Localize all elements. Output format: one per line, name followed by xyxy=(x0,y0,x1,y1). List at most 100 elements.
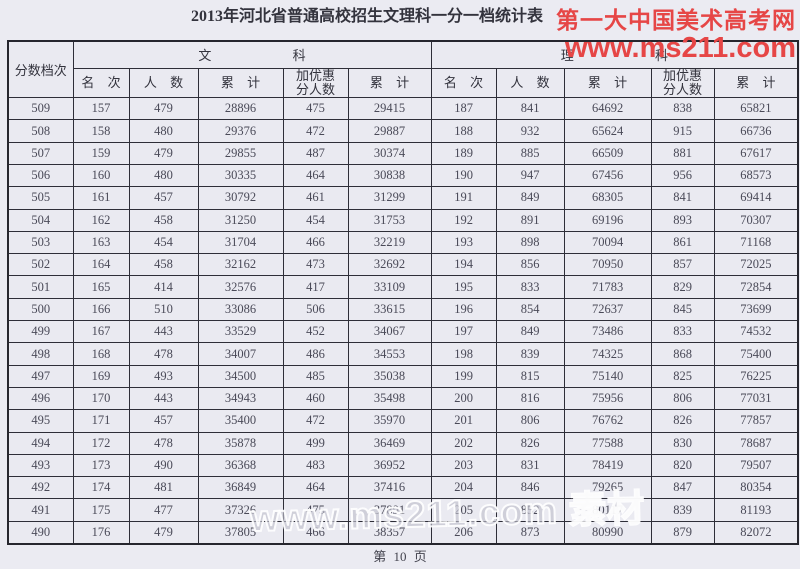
value-cell: 831 xyxy=(495,453,565,478)
value-cell: 72854 xyxy=(713,275,799,299)
value-cell: 82072 xyxy=(713,520,799,545)
value-cell: 80354 xyxy=(713,476,799,500)
value-cell: 75956 xyxy=(563,386,652,411)
value-cell: 197 xyxy=(430,320,497,344)
value-cell: 164 xyxy=(72,253,130,277)
score-cell: 496 xyxy=(7,386,74,411)
value-cell: 893 xyxy=(650,208,715,232)
value-cell: 73699 xyxy=(713,297,799,322)
value-cell: 856 xyxy=(495,253,565,277)
value-cell: 487 xyxy=(282,141,349,165)
value-cell: 37805 xyxy=(197,520,284,545)
value-cell: 479 xyxy=(128,141,199,165)
site-watermark-name: 第一大中国美术高考网 xyxy=(556,8,796,33)
value-cell: 64692 xyxy=(563,97,652,121)
score-cell: 501 xyxy=(7,275,74,299)
score-cell: 509 xyxy=(7,97,74,121)
value-cell: 838 xyxy=(650,97,715,121)
value-cell: 30374 xyxy=(347,141,432,165)
value-cell: 75400 xyxy=(713,342,799,366)
liberal-rank-header: 名 次 xyxy=(72,67,130,99)
value-cell: 79265 xyxy=(563,476,652,500)
value-cell: 71168 xyxy=(713,230,799,255)
table-row: 491 175 477 37326 475 37891 205 852 80117 839 8119… xyxy=(7,498,799,522)
table-row: 492 174 481 36849 464 37416 204 846 79265 847 8035… xyxy=(7,476,799,500)
value-cell: 169 xyxy=(72,364,130,388)
value-cell: 839 xyxy=(495,342,565,366)
score-cell: 495 xyxy=(7,409,74,433)
value-cell: 165 xyxy=(72,275,130,299)
value-cell: 195 xyxy=(430,275,497,299)
table-row: 502 164 458 32162 473 32692 194 856 70950 857 7202… xyxy=(7,253,799,277)
value-cell: 36469 xyxy=(347,431,432,455)
science-rank-header: 名 次 xyxy=(430,67,497,99)
value-cell: 72637 xyxy=(563,297,652,322)
value-cell: 33109 xyxy=(347,275,432,299)
value-cell: 167 xyxy=(72,320,130,344)
score-cell: 505 xyxy=(7,186,74,210)
value-cell: 461 xyxy=(282,186,349,210)
value-cell: 852 xyxy=(495,498,565,522)
value-cell: 825 xyxy=(650,364,715,388)
value-cell: 76225 xyxy=(713,364,799,388)
value-cell: 80117 xyxy=(563,498,652,522)
value-cell: 65624 xyxy=(563,119,652,143)
table-row: 493 173 490 36368 483 36952 203 831 78419 820 7950… xyxy=(7,453,799,478)
value-cell: 72025 xyxy=(713,253,799,277)
value-cell: 947 xyxy=(495,163,565,188)
value-cell: 815 xyxy=(495,364,565,388)
value-cell: 37416 xyxy=(347,476,432,500)
value-cell: 157 xyxy=(72,97,130,121)
value-cell: 71783 xyxy=(563,275,652,299)
value-cell: 191 xyxy=(430,186,497,210)
value-cell: 833 xyxy=(650,320,715,344)
value-cell: 170 xyxy=(72,386,130,411)
value-cell: 74532 xyxy=(713,320,799,344)
table-row: 497 169 493 34500 485 35038 199 815 75140 825 7622… xyxy=(7,364,799,388)
value-cell: 193 xyxy=(430,230,497,255)
value-cell: 493 xyxy=(128,364,199,388)
value-cell: 70950 xyxy=(563,253,652,277)
value-cell: 486 xyxy=(282,342,349,366)
table-row: 509 157 479 28896 475 29415 187 841 64692 838 6582… xyxy=(7,97,799,121)
score-cell: 506 xyxy=(7,163,74,188)
value-cell: 885 xyxy=(495,141,565,165)
value-cell: 816 xyxy=(495,386,565,411)
value-cell: 160 xyxy=(72,163,130,188)
value-cell: 861 xyxy=(650,230,715,255)
value-cell: 457 xyxy=(128,409,199,433)
value-cell: 417 xyxy=(282,275,349,299)
value-cell: 34553 xyxy=(347,342,432,366)
value-cell: 479 xyxy=(128,97,199,121)
table-row: 500 166 510 33086 506 33615 196 854 72637 845 7369… xyxy=(7,297,799,322)
score-distribution-table: 分数档次 文 科 理 科 名 次 人 数 累 计 加优惠 分人数 累 计 名 次… xyxy=(7,40,800,545)
value-cell: 466 xyxy=(282,520,349,545)
value-cell: 454 xyxy=(282,208,349,232)
value-cell: 443 xyxy=(128,320,199,344)
value-cell: 458 xyxy=(128,208,199,232)
value-cell: 30335 xyxy=(197,163,284,188)
value-cell: 32162 xyxy=(197,253,284,277)
table-row: 501 165 414 32576 417 33109 195 833 71783 829 7285… xyxy=(7,275,799,299)
liberal-bonus-cumulative-header: 累 计 xyxy=(347,67,432,99)
table-row: 508 158 480 29376 472 29887 188 932 65624 915 6673… xyxy=(7,119,799,143)
value-cell: 65821 xyxy=(713,97,799,121)
table-row: 506 160 480 30335 464 30838 190 947 67456 956 6857… xyxy=(7,163,799,188)
value-cell: 506 xyxy=(282,297,349,322)
value-cell: 473 xyxy=(282,253,349,277)
value-cell: 820 xyxy=(650,453,715,478)
value-cell: 881 xyxy=(650,141,715,165)
value-cell: 35038 xyxy=(347,364,432,388)
value-cell: 826 xyxy=(495,431,565,455)
table-row: 504 162 458 31250 454 31753 192 891 69196 893 7030… xyxy=(7,208,799,232)
value-cell: 479 xyxy=(128,520,199,545)
value-cell: 472 xyxy=(282,409,349,433)
value-cell: 77031 xyxy=(713,386,799,411)
value-cell: 202 xyxy=(430,431,497,455)
value-cell: 204 xyxy=(430,476,497,500)
score-cell: 503 xyxy=(7,230,74,255)
value-cell: 174 xyxy=(72,476,130,500)
value-cell: 30792 xyxy=(197,186,284,210)
value-cell: 826 xyxy=(650,409,715,433)
value-cell: 189 xyxy=(430,141,497,165)
